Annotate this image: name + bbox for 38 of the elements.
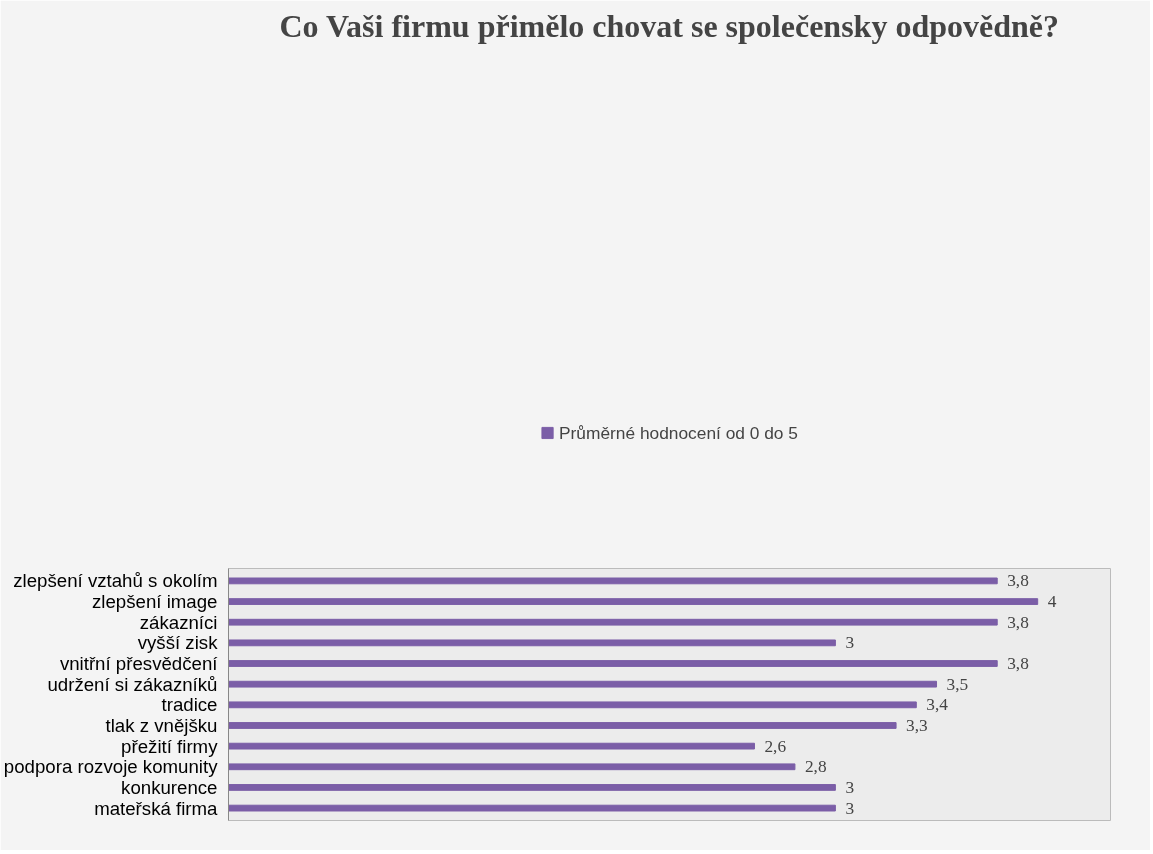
y-tick-label: zákazníci (139, 611, 218, 633)
y-tick-label: tlak z vnějšku (105, 714, 218, 736)
legend-label: Průměrné hodnocení od 0 do 5 (559, 422, 798, 444)
data-label: 3,8 (1007, 612, 1029, 632)
y-tick-label: zlepšení vztahů s okolím (13, 570, 218, 592)
bar (228, 577, 998, 585)
data-label: 3,8 (1007, 571, 1029, 591)
data-label: 3 (845, 798, 855, 818)
y-tick-label: vnitřní přesvědčení (59, 653, 219, 675)
data-label: 3,5 (946, 674, 969, 694)
data-label: 3,3 (906, 715, 928, 735)
bar (228, 598, 1039, 605)
data-label: 4 (1047, 592, 1057, 612)
y-tick-label: zlepšení image (92, 591, 218, 613)
bar (228, 618, 998, 626)
data-label: 2,8 (804, 757, 827, 777)
bar (228, 763, 796, 771)
y-tick-label: mateřská firma (94, 797, 219, 819)
y-tick-label: konkurence (121, 776, 218, 798)
bar (228, 804, 836, 812)
bar (228, 639, 836, 647)
data-label: 3 (845, 633, 855, 653)
bar (228, 784, 836, 791)
y-tick-label: podpora rozvoje komunity (3, 756, 219, 778)
y-tick-label: vyšší zisk (137, 632, 219, 654)
data-label: 3,4 (926, 695, 949, 715)
data-label: 2,6 (764, 736, 787, 756)
bar (228, 701, 917, 709)
bar (228, 680, 938, 688)
y-tick-label: tradice (161, 694, 218, 716)
y-tick-label: udržení si zákazníků (47, 673, 218, 695)
bar (228, 660, 998, 667)
bar (228, 722, 897, 729)
chart-title: Co Vaši firmu přimělo chovat se společensky odpovědně? (279, 7, 1060, 44)
bar (228, 742, 755, 750)
data-label: 3 (845, 777, 855, 797)
y-tick-label: přežití firmy (121, 735, 219, 757)
data-label: 3,8 (1007, 654, 1029, 674)
